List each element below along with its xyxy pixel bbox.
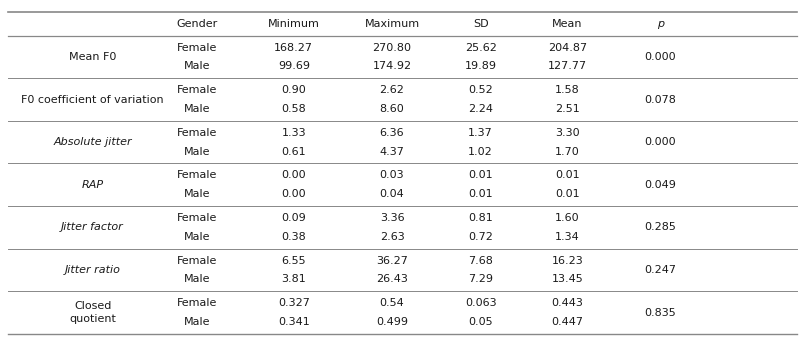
Text: 0.00: 0.00 (282, 171, 306, 180)
Text: 127.77: 127.77 (548, 61, 587, 71)
Text: 26.43: 26.43 (376, 274, 408, 284)
Text: 0.327: 0.327 (278, 298, 310, 308)
Text: 0.03: 0.03 (380, 171, 404, 180)
Text: 1.33: 1.33 (282, 128, 306, 138)
Text: 0.341: 0.341 (278, 317, 310, 327)
Text: 0.000: 0.000 (644, 52, 676, 62)
Text: 0.00: 0.00 (282, 189, 306, 199)
Text: Gender: Gender (176, 19, 218, 29)
Text: 6.36: 6.36 (380, 128, 404, 138)
Text: Absolute jitter: Absolute jitter (53, 137, 132, 147)
Text: 168.27: 168.27 (275, 42, 313, 53)
Text: Female: Female (177, 171, 217, 180)
Text: Male: Male (184, 189, 210, 199)
Text: 3.81: 3.81 (282, 274, 306, 284)
Text: 1.34: 1.34 (555, 232, 580, 242)
Text: Closed
quotient: Closed quotient (69, 301, 116, 324)
Text: 0.01: 0.01 (555, 171, 580, 180)
Text: Maximum: Maximum (365, 19, 419, 29)
Text: 4.37: 4.37 (380, 146, 404, 157)
Text: 0.078: 0.078 (644, 95, 676, 104)
Text: 0.247: 0.247 (644, 265, 676, 275)
Text: 0.443: 0.443 (551, 298, 584, 308)
Text: Jitter factor: Jitter factor (61, 222, 124, 232)
Text: Mean F0: Mean F0 (69, 52, 116, 62)
Text: Female: Female (177, 85, 217, 95)
Text: 36.27: 36.27 (376, 256, 408, 266)
Text: 0.81: 0.81 (469, 213, 493, 223)
Text: F0 coefficient of variation: F0 coefficient of variation (21, 95, 164, 104)
Text: 2.62: 2.62 (380, 85, 404, 95)
Text: 0.61: 0.61 (282, 146, 306, 157)
Text: 19.89: 19.89 (464, 61, 497, 71)
Text: Jitter ratio: Jitter ratio (64, 265, 121, 275)
Text: 13.45: 13.45 (551, 274, 584, 284)
Text: 1.70: 1.70 (555, 146, 580, 157)
Text: 270.80: 270.80 (373, 42, 411, 53)
Text: 0.54: 0.54 (380, 298, 404, 308)
Text: 16.23: 16.23 (551, 256, 584, 266)
Text: p: p (657, 19, 663, 29)
Text: 1.60: 1.60 (555, 213, 580, 223)
Text: 0.09: 0.09 (282, 213, 306, 223)
Text: 0.835: 0.835 (644, 307, 676, 318)
Text: 0.01: 0.01 (555, 189, 580, 199)
Text: Female: Female (177, 42, 217, 53)
Text: 0.38: 0.38 (282, 232, 306, 242)
Text: 99.69: 99.69 (278, 61, 310, 71)
Text: 2.24: 2.24 (468, 104, 493, 114)
Text: Female: Female (177, 256, 217, 266)
Text: RAP: RAP (81, 180, 104, 190)
Text: 0.72: 0.72 (469, 232, 493, 242)
Text: 2.51: 2.51 (555, 104, 580, 114)
Text: 0.499: 0.499 (376, 317, 408, 327)
Text: 0.04: 0.04 (380, 189, 404, 199)
Text: 1.58: 1.58 (555, 85, 580, 95)
Text: Male: Male (184, 317, 210, 327)
Text: 0.01: 0.01 (469, 171, 493, 180)
Text: Female: Female (177, 298, 217, 308)
Text: Female: Female (177, 128, 217, 138)
Text: 6.55: 6.55 (282, 256, 306, 266)
Text: 0.000: 0.000 (644, 137, 676, 147)
Text: Male: Male (184, 274, 210, 284)
Text: 8.60: 8.60 (380, 104, 404, 114)
Text: 25.62: 25.62 (464, 42, 497, 53)
Text: 2.63: 2.63 (380, 232, 404, 242)
Text: 174.92: 174.92 (373, 61, 411, 71)
Text: 3.30: 3.30 (555, 128, 580, 138)
Text: Male: Male (184, 61, 210, 71)
Text: 0.049: 0.049 (644, 180, 676, 190)
Text: 0.90: 0.90 (282, 85, 306, 95)
Text: Male: Male (184, 104, 210, 114)
Text: 1.02: 1.02 (469, 146, 493, 157)
Text: 0.285: 0.285 (644, 222, 676, 232)
Text: 0.05: 0.05 (469, 317, 493, 327)
Text: Mean: Mean (552, 19, 583, 29)
Text: 7.29: 7.29 (468, 274, 493, 284)
Text: Female: Female (177, 213, 217, 223)
Text: 0.063: 0.063 (464, 298, 497, 308)
Text: SD: SD (473, 19, 489, 29)
Text: 204.87: 204.87 (548, 42, 587, 53)
Text: 7.68: 7.68 (469, 256, 493, 266)
Text: Male: Male (184, 146, 210, 157)
Text: 0.52: 0.52 (469, 85, 493, 95)
Text: Minimum: Minimum (268, 19, 320, 29)
Text: 3.36: 3.36 (380, 213, 404, 223)
Text: Male: Male (184, 232, 210, 242)
Text: 0.58: 0.58 (282, 104, 306, 114)
Text: 1.37: 1.37 (469, 128, 493, 138)
Text: 0.01: 0.01 (469, 189, 493, 199)
Text: 0.447: 0.447 (551, 317, 584, 327)
